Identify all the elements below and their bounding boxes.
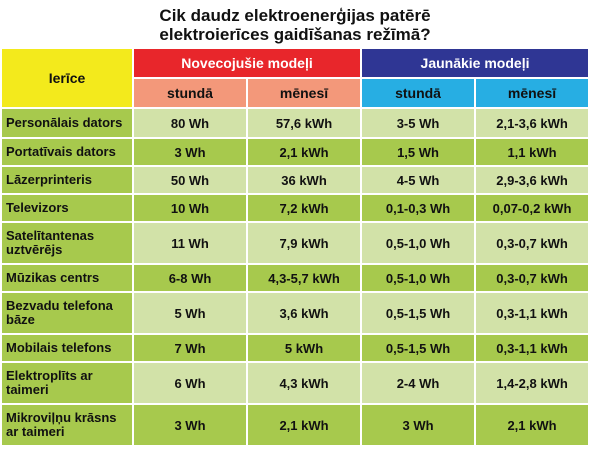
device-name-cell: Elektroplīts ar taimeri xyxy=(2,363,132,403)
new-per-hour-cell: 0,5-1,0 Wh xyxy=(362,265,475,291)
new-per-hour-cell: 2-4 Wh xyxy=(362,363,475,403)
chart-title-line-1: Cik daudz elektroenerģijas patērē xyxy=(159,6,431,25)
old-per-month-cell: 2,1 kWh xyxy=(248,139,361,165)
old-per-hour-cell: 50 Wh xyxy=(134,167,246,193)
new-per-month-cell: 2,1-3,6 kWh xyxy=(476,109,589,137)
new-per-hour-cell: 0,5-1,5 Wh xyxy=(362,335,475,361)
device-name-cell: Portatīvais dators xyxy=(2,139,132,165)
table-row: Mūzikas centrs 6-8 Wh 4,3-5,7 kWh 0,5-1,0 W… xyxy=(2,265,589,291)
device-name-cell: Satelītantenas uztvērējs xyxy=(2,223,132,263)
new-per-hour-cell: 0,5-1,5 Wh xyxy=(362,293,475,333)
device-name-cell: Mūzikas centrs xyxy=(2,265,132,291)
device-name-cell: Mobilais telefons xyxy=(2,335,132,361)
new-per-month-header: mēnesī xyxy=(476,79,589,107)
old-per-month-cell: 7,9 kWh xyxy=(248,223,361,263)
old-per-month-cell: 7,2 kWh xyxy=(248,195,361,221)
old-per-month-cell: 4,3 kWh xyxy=(248,363,361,403)
old-per-hour-cell: 3 Wh xyxy=(134,405,246,445)
table-row: Satelītantenas uztvērējs 11 Wh 7,9 kWh 0,5-… xyxy=(2,223,589,263)
old-per-hour-cell: 5 Wh xyxy=(134,293,246,333)
new-per-month-cell: 0,07-0,2 kWh xyxy=(476,195,589,221)
table-row: Bezvadu telefona bāze 5 Wh 3,6 kWh 0,5-1,5 … xyxy=(2,293,589,333)
new-per-month-cell: 0,3-0,7 kWh xyxy=(476,265,589,291)
old-models-header: Novecojušie modeļi xyxy=(134,49,361,77)
new-per-hour-cell: 0,1-0,3 Wh xyxy=(362,195,475,221)
table-row: Elektroplīts ar taimeri 6 Wh 4,3 kWh 2-4 Wh… xyxy=(2,363,589,403)
device-name-cell: Personālais dators xyxy=(2,109,132,137)
device-column-header: Ierīce xyxy=(2,49,132,107)
old-per-hour-cell: 3 Wh xyxy=(134,139,246,165)
old-per-month-cell: 4,3-5,7 kWh xyxy=(248,265,361,291)
old-per-month-cell: 36 kWh xyxy=(248,167,361,193)
new-per-month-cell: 1,4-2,8 kWh xyxy=(476,363,589,403)
old-per-hour-cell: 6 Wh xyxy=(134,363,246,403)
old-per-month-cell: 2,1 kWh xyxy=(248,405,361,445)
device-name-cell: Lāzerprinteris xyxy=(2,167,132,193)
new-per-hour-cell: 3-5 Wh xyxy=(362,109,475,137)
old-per-hour-cell: 6-8 Wh xyxy=(134,265,246,291)
device-name-cell: Televizors xyxy=(2,195,132,221)
device-name-cell: Mikroviļņu krāsns ar taimeri xyxy=(2,405,132,445)
old-per-month-cell: 3,6 kWh xyxy=(248,293,361,333)
chart-title: Cik daudz elektroenerģijas patērē elektr… xyxy=(0,0,590,44)
new-models-header: Jaunākie modeļi xyxy=(362,49,589,77)
new-per-hour-cell: 3 Wh xyxy=(362,405,475,445)
old-per-hour-cell: 7 Wh xyxy=(134,335,246,361)
table-row: Personālais dators 80 Wh 57,6 kWh 3-5 Wh 2,1… xyxy=(2,109,589,137)
new-per-month-cell: 0,3-0,7 kWh xyxy=(476,223,589,263)
new-per-month-cell: 2,1 kWh xyxy=(476,405,589,445)
old-per-hour-cell: 11 Wh xyxy=(134,223,246,263)
new-per-hour-header: stundā xyxy=(362,79,475,107)
energy-table: Ierīce Novecojušie modeļi Jaunākie modeļ… xyxy=(0,47,590,447)
device-name-cell: Bezvadu telefona bāze xyxy=(2,293,132,333)
table-row: Lāzerprinteris 50 Wh 36 kWh 4-5 Wh 2,9-3,6 k… xyxy=(2,167,589,193)
new-per-hour-cell: 1,5 Wh xyxy=(362,139,475,165)
new-per-month-cell: 1,1 kWh xyxy=(476,139,589,165)
new-per-hour-cell: 4-5 Wh xyxy=(362,167,475,193)
table-body: Personālais dators 80 Wh 57,6 kWh 3-5 Wh 2,1… xyxy=(2,109,589,445)
old-per-hour-cell: 10 Wh xyxy=(134,195,246,221)
old-per-month-cell: 5 kWh xyxy=(248,335,361,361)
new-per-month-cell: 2,9-3,6 kWh xyxy=(476,167,589,193)
table-row: Mobilais telefons 7 Wh 5 kWh 0,5-1,5 Wh 0,3-… xyxy=(2,335,589,361)
old-per-month-header: mēnesī xyxy=(248,79,361,107)
new-per-month-cell: 0,3-1,1 kWh xyxy=(476,293,589,333)
table-row: Portatīvais dators 3 Wh 2,1 kWh 1,5 Wh 1,1 k… xyxy=(2,139,589,165)
new-per-month-cell: 0,3-1,1 kWh xyxy=(476,335,589,361)
old-per-hour-header: stundā xyxy=(134,79,246,107)
old-per-month-cell: 57,6 kWh xyxy=(248,109,361,137)
table-row: Mikroviļņu krāsns ar taimeri 3 Wh 2,1 kWh 3… xyxy=(2,405,589,445)
table-row: Televizors 10 Wh 7,2 kWh 0,1-0,3 Wh 0,07-0,2… xyxy=(2,195,589,221)
chart-title-line-2: elektroierīces gaidīšanas režīmā? xyxy=(159,25,431,44)
new-per-hour-cell: 0,5-1,0 Wh xyxy=(362,223,475,263)
old-per-hour-cell: 80 Wh xyxy=(134,109,246,137)
